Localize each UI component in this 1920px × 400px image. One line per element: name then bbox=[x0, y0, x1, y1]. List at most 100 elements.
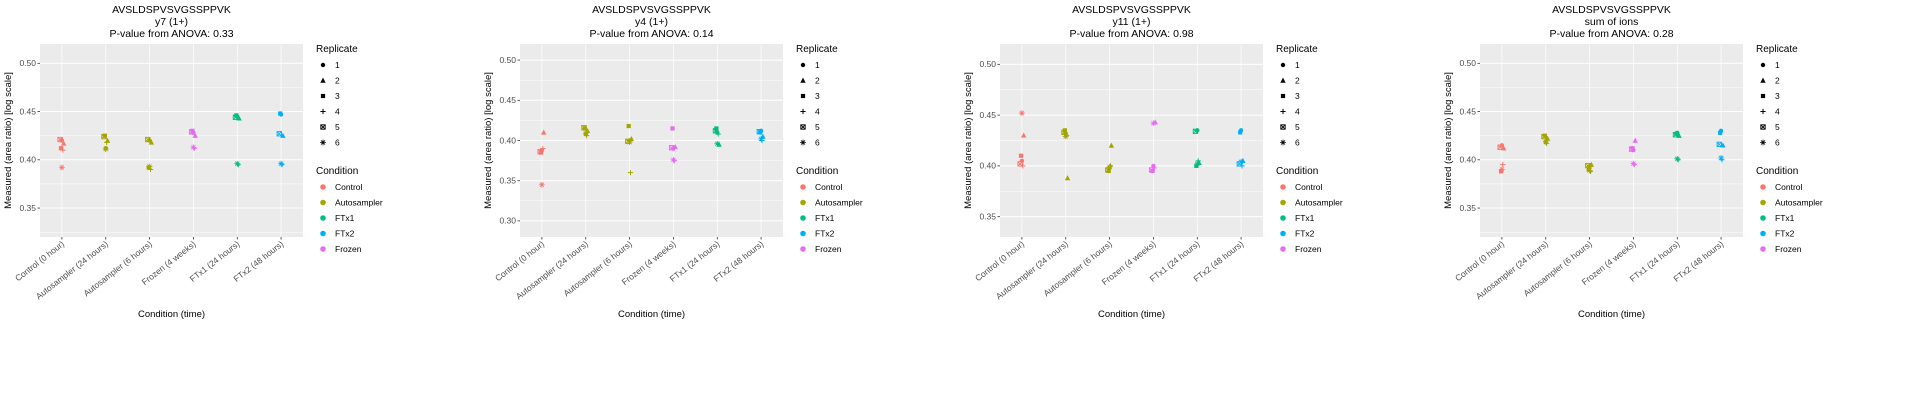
data-point bbox=[756, 129, 762, 135]
data-point bbox=[145, 136, 151, 143]
data-point bbox=[540, 145, 546, 152]
y-tick-label: 0.40 bbox=[979, 161, 996, 171]
legend-condition-swatch bbox=[320, 215, 326, 221]
data-point bbox=[712, 128, 719, 134]
data-point bbox=[1021, 132, 1027, 138]
legend-condition-label: FTx1 bbox=[1295, 213, 1315, 223]
data-point bbox=[280, 132, 286, 138]
data-point bbox=[1628, 146, 1635, 152]
data-point bbox=[1194, 163, 1199, 168]
y-tick-label: 0.45 bbox=[19, 106, 36, 116]
legend-condition-label: FTx2 bbox=[1295, 229, 1315, 239]
data-point bbox=[102, 146, 109, 153]
legend-condition-swatch bbox=[1760, 215, 1766, 221]
data-point bbox=[1238, 158, 1244, 165]
legend-condition-swatch bbox=[800, 215, 806, 221]
legend-condition-swatch bbox=[320, 246, 326, 252]
legend-condition-swatch bbox=[1280, 230, 1286, 237]
data-point bbox=[58, 146, 64, 151]
legend-condition-label: Autosampler bbox=[335, 198, 383, 208]
y-tick-label: 0.40 bbox=[499, 135, 516, 145]
legend-condition-swatch bbox=[320, 199, 326, 206]
y-axis-label: Measured (area ratio) [log scale] bbox=[483, 72, 494, 209]
data-point bbox=[716, 141, 722, 147]
legend-condition-label: Frozen bbox=[1775, 244, 1802, 254]
legend-condition-swatch bbox=[320, 184, 326, 190]
panel-subtitle: y7 (1+) bbox=[155, 16, 188, 28]
data-point bbox=[1498, 169, 1504, 174]
legend-condition-label: FTx1 bbox=[335, 213, 355, 223]
legend-condition-title: Condition bbox=[1756, 166, 1798, 177]
plot-area bbox=[1480, 44, 1743, 237]
legend-condition-swatch bbox=[1280, 246, 1286, 252]
data-point bbox=[670, 126, 675, 131]
x-tick-label: Autosampler (24 hours) bbox=[514, 239, 590, 302]
legend-condition-label: Control bbox=[815, 182, 843, 192]
legend-replicate-label: 1 bbox=[335, 60, 340, 70]
legend-condition-swatch bbox=[1280, 215, 1286, 221]
y-tick-label: 0.50 bbox=[1459, 58, 1476, 68]
legend-replicate-shape-icon bbox=[1280, 62, 1286, 68]
data-point bbox=[627, 170, 634, 176]
legend-replicate-label: 3 bbox=[1295, 91, 1300, 101]
legend-condition-label: Control bbox=[335, 182, 363, 192]
legend-replicate-label: 6 bbox=[1775, 138, 1780, 148]
legend-replicate-label: 4 bbox=[815, 107, 820, 117]
legend-replicate-title: Replicate bbox=[316, 44, 358, 55]
legend-replicate-shape-icon bbox=[320, 62, 326, 68]
legend-condition-swatch bbox=[1760, 230, 1766, 237]
legend-replicate-shape-icon bbox=[1280, 124, 1286, 130]
legend-replicate-shape-icon bbox=[1760, 93, 1766, 99]
legend-replicate-label: 5 bbox=[815, 122, 820, 132]
data-point bbox=[1542, 138, 1549, 145]
x-axis-label: Condition (time) bbox=[618, 309, 685, 320]
legend-replicate-shape-icon bbox=[800, 108, 806, 115]
legend-replicate-label: 2 bbox=[1775, 76, 1780, 86]
panel-pvalue: P-value from ANOVA: 0.28 bbox=[1549, 28, 1673, 40]
data-point bbox=[1585, 162, 1591, 169]
panel-pvalue: P-value from ANOVA: 0.98 bbox=[1069, 28, 1193, 40]
x-tick-label: Autosampler (24 hours) bbox=[34, 239, 110, 302]
legend-replicate-label: 6 bbox=[335, 138, 340, 148]
data-point bbox=[626, 123, 631, 129]
data-point bbox=[190, 144, 197, 151]
data-point bbox=[1544, 135, 1551, 141]
data-point bbox=[1019, 110, 1025, 116]
data-point bbox=[1586, 167, 1593, 174]
data-point bbox=[668, 145, 675, 151]
data-point bbox=[146, 163, 153, 170]
legend-replicate-label: 3 bbox=[1775, 91, 1780, 101]
data-point bbox=[1192, 128, 1199, 135]
legend-condition-label: FTx2 bbox=[815, 229, 835, 239]
legend-replicate-label: 5 bbox=[1775, 122, 1780, 132]
data-point bbox=[1062, 133, 1069, 140]
legend-replicate-shape-icon bbox=[320, 108, 326, 115]
legend-condition-label: Control bbox=[1295, 182, 1323, 192]
legend-replicate-shape-icon bbox=[1760, 77, 1766, 83]
legend-replicate-label: 6 bbox=[1295, 138, 1300, 148]
data-point bbox=[1716, 141, 1722, 148]
legend-condition-title: Condition bbox=[316, 166, 358, 177]
data-point bbox=[148, 139, 155, 145]
panel-subtitle: y11 (1+) bbox=[1112, 16, 1150, 28]
legend-condition-title: Condition bbox=[796, 166, 838, 177]
legend-condition-label: Autosampler bbox=[1775, 198, 1823, 208]
data-point bbox=[715, 131, 721, 137]
legend-condition-swatch bbox=[800, 230, 806, 237]
data-point bbox=[1632, 137, 1638, 143]
legend-replicate-label: 1 bbox=[815, 60, 820, 70]
data-point bbox=[59, 164, 65, 171]
legend-replicate-label: 1 bbox=[1295, 60, 1300, 70]
legend-condition-swatch bbox=[800, 246, 806, 252]
data-point bbox=[670, 156, 677, 163]
legend-replicate-title: Replicate bbox=[1756, 44, 1798, 55]
legend-replicate-shape-icon bbox=[1760, 62, 1766, 68]
panel-pvalue: P-value from ANOVA: 0.33 bbox=[109, 28, 233, 40]
legend-replicate-label: 2 bbox=[1295, 76, 1300, 86]
y-tick-label: 0.45 bbox=[979, 110, 996, 120]
y-tick-label: 0.30 bbox=[499, 216, 516, 226]
